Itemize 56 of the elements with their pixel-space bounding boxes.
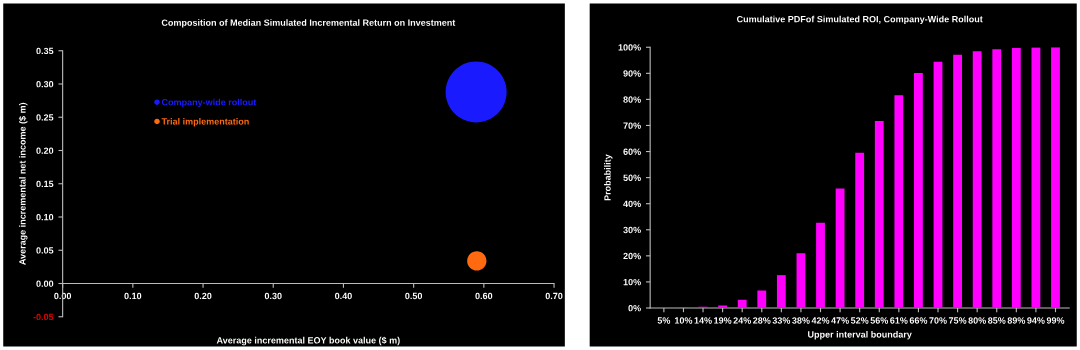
y-axis-title: Probability: [604, 154, 613, 201]
y-tick-label: 0.30: [36, 80, 54, 88]
y-tick-label: -0.05: [33, 313, 54, 321]
y-tick-label: 0.05: [36, 247, 54, 254]
y-tick-label: 40%: [623, 200, 641, 208]
x-tick-label: 52%: [850, 317, 869, 324]
x-tick-label: 10%: [674, 317, 693, 324]
y-tick-label: 60%: [623, 148, 641, 155]
x-tick-label: 0.60: [475, 292, 493, 300]
y-tick-label: 10%: [623, 278, 641, 286]
x-tick-label: 80%: [968, 317, 986, 324]
x-tick-label: 0.20: [194, 292, 212, 300]
x-tick-label: 5%: [657, 317, 671, 324]
y-tick-label: 0.25: [36, 114, 54, 121]
x-tick-label: 66%: [909, 317, 928, 324]
y-tick-label: 0.15: [36, 180, 54, 188]
x-axis-title: Upper interval boundary: [808, 331, 912, 340]
y-tick-label: 30%: [623, 226, 641, 234]
x-tick-label: 0.70: [545, 292, 563, 300]
y-tick-label: 80%: [623, 96, 641, 103]
x-tick-label: 0.40: [335, 292, 352, 300]
x-tick-label: 89%: [1007, 317, 1026, 324]
x-tick-label: 33%: [772, 317, 791, 324]
legend-label: Company-wide rollout: [161, 98, 257, 108]
x-tick-label: 99%: [1046, 317, 1065, 324]
y-tick-label: 90%: [623, 70, 641, 77]
x-tick-label: 75%: [948, 317, 967, 324]
chart-title: Cumulative PDFof Simulated ROI, Company-Wide Rollout: [736, 15, 983, 25]
x-tick-label: 19%: [714, 317, 732, 324]
y-tick-label: 0.20: [36, 147, 54, 154]
y-tick-label: 0.35: [36, 47, 54, 55]
x-tick-label: 0.30: [264, 292, 282, 300]
x-tick-label: 0.10: [124, 292, 142, 300]
x-axis-title: Average incremental EOY book value ($ m): [216, 336, 400, 346]
x-tick-label: 47%: [831, 317, 849, 324]
x-tick-label: 70%: [929, 317, 947, 324]
x-tick-label: 0.50: [405, 292, 423, 300]
x-tick-label: 14%: [694, 317, 712, 324]
chart-title: Composition of Median Simulated Incremental Return on Investment: [161, 19, 456, 28]
y-tick-label: 0.00: [36, 280, 54, 287]
x-tick-label: 61%: [890, 317, 908, 324]
x-tick-label: 42%: [811, 317, 830, 324]
y-tick-label: 0.10: [36, 213, 54, 221]
x-tick-label: 24%: [733, 317, 751, 324]
x-tick-label: 85%: [988, 317, 1006, 324]
y-tick-label: 70%: [623, 122, 641, 129]
y-axis-title: Average incremental net income ($ m): [18, 102, 28, 265]
x-tick-label: 94%: [1027, 317, 1045, 324]
y-tick-label: 50%: [623, 174, 641, 181]
y-tick-label: 20%: [623, 252, 641, 260]
y-tick-label: 100%: [618, 44, 641, 51]
x-tick-label: 56%: [870, 317, 889, 324]
x-tick-label: 28%: [753, 317, 771, 324]
x-tick-label: 38%: [792, 317, 810, 324]
y-tick-label: 0%: [628, 304, 641, 312]
legend-label: Trial implementation: [161, 118, 249, 127]
